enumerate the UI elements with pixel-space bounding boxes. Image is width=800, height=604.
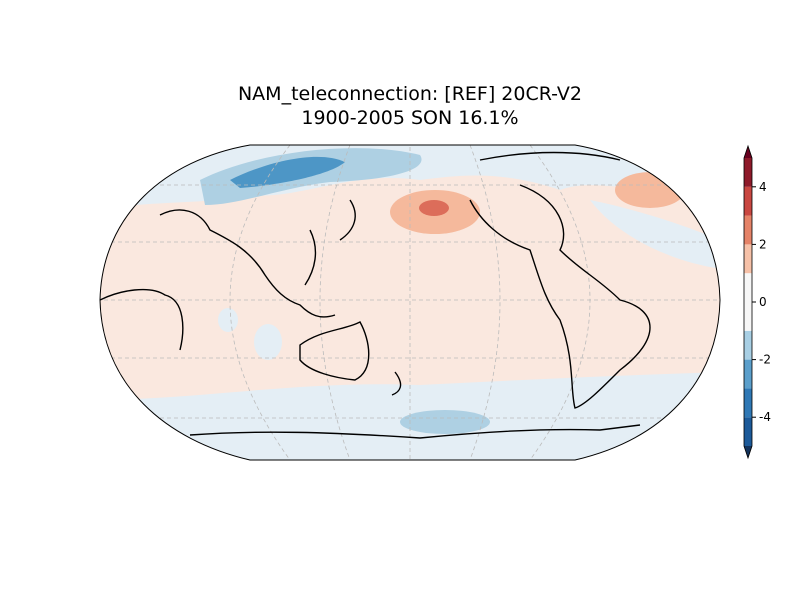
colorbar-extend-high xyxy=(744,146,752,158)
colorbar-segment xyxy=(744,388,752,418)
field-area xyxy=(615,172,685,208)
graticule xyxy=(100,145,720,460)
colorbar-tick-label: 4 xyxy=(759,180,767,194)
colorbar-extend-low xyxy=(744,446,752,458)
colorbar-segment xyxy=(744,273,752,331)
colorbar-tick-label: 0 xyxy=(759,295,767,309)
colorbar-tick-label: -2 xyxy=(759,353,771,367)
coastlines xyxy=(100,151,651,439)
map-field xyxy=(100,145,720,460)
map-frame xyxy=(99,144,721,461)
field-area xyxy=(590,200,720,270)
field-area xyxy=(230,156,345,188)
colorbar-segment xyxy=(744,186,752,216)
colorbar: -4 -2 0 2 4 xyxy=(743,144,771,460)
colorbar-tick-label: 2 xyxy=(759,237,767,251)
field-area xyxy=(200,148,422,205)
map-subtitle: 1900-2005 SON 16.1% xyxy=(301,107,518,129)
field-area xyxy=(400,410,490,434)
colorbar-segment xyxy=(744,215,752,245)
field-area xyxy=(218,308,238,332)
colorbar-segment xyxy=(744,330,752,360)
field-area xyxy=(254,324,282,360)
colorbar-segment xyxy=(744,244,752,274)
map-title: NAM_teleconnection: [REF] 20CR-V2 xyxy=(238,83,582,105)
colorbar-tick-label: -4 xyxy=(759,410,771,424)
colorbar-segment xyxy=(744,417,752,446)
colorbar-outline xyxy=(743,144,753,460)
colorbar-segment xyxy=(744,158,752,187)
colorbar-segment xyxy=(744,359,752,389)
field-area xyxy=(419,200,449,216)
